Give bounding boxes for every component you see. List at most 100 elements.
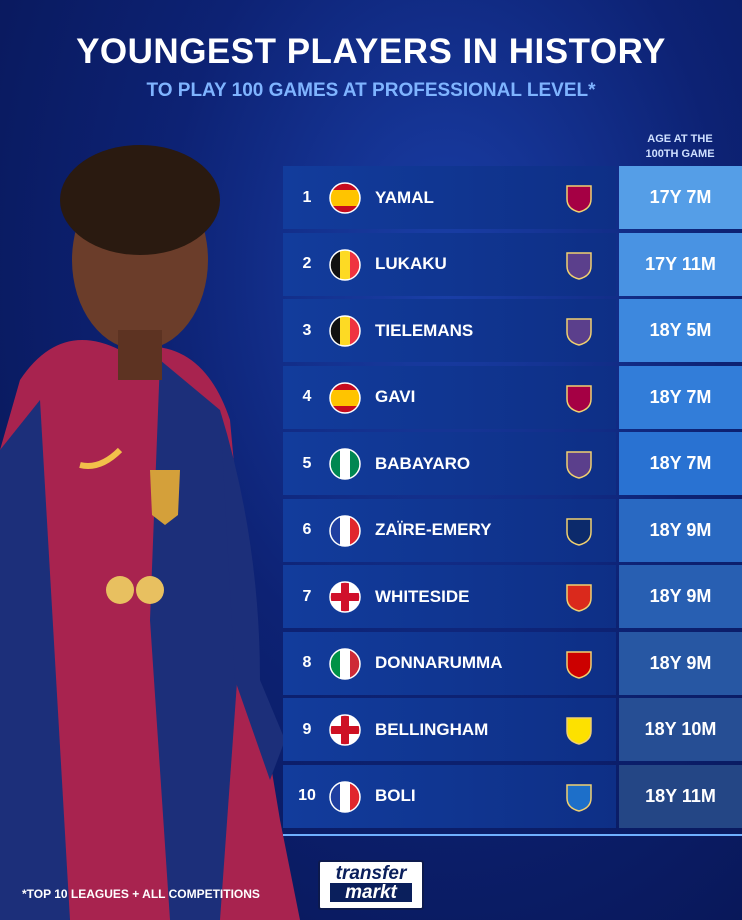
table-row: 7 WHITESIDE 18Y 9M: [283, 565, 742, 628]
rank: 2: [302, 255, 312, 272]
player-name: GAVI: [375, 387, 416, 406]
flag-ring: [329, 448, 361, 480]
table-row: 6 ZAÏRE-EMERY 18Y 9M: [283, 498, 742, 562]
row-panel: 7 WHITESIDE: [283, 565, 616, 628]
flag-stripe: [330, 190, 360, 206]
club-crest: [566, 451, 592, 479]
flag-stripe: [340, 249, 350, 280]
flag: [329, 714, 361, 746]
crest-shape: [566, 251, 592, 280]
player-name: YAMAL: [375, 187, 434, 207]
column-header: AGE AT THE 100TH GAME: [620, 132, 740, 162]
rank: 5: [302, 454, 312, 472]
rank: 3: [302, 321, 312, 339]
logo: transfer markt: [318, 860, 424, 910]
flag-ring: [329, 581, 361, 613]
age-cell: 18Y 11M: [619, 764, 742, 828]
flag-body: [330, 183, 360, 213]
table-row: 3 TIELEMANS 18Y 5M: [283, 299, 742, 362]
crest-shape: [566, 384, 592, 413]
flag-stripe: [330, 405, 360, 413]
flag-stripe: [330, 389, 360, 406]
row-panel: 4 GAVI: [283, 365, 616, 429]
age-cell: 17Y 7M: [619, 166, 742, 229]
flag: [329, 182, 361, 214]
flag-stripe: [330, 449, 340, 479]
row-panel: 1 YAMAL: [283, 166, 616, 229]
flag: [329, 248, 361, 281]
row-panel: 5 BABAYARO: [283, 432, 616, 495]
row-panel: 9 BELLINGHAM: [283, 698, 616, 761]
crest-shape: [566, 451, 592, 479]
age-cell: 18Y 9M: [619, 631, 742, 695]
player-name: BOLI: [375, 786, 416, 805]
flag-stripe: [350, 648, 360, 679]
club-crest: [566, 584, 592, 612]
rank: 4: [302, 388, 312, 405]
club-crest: [566, 783, 592, 812]
age-cell: 18Y 7M: [619, 365, 742, 429]
flag-stripe: [350, 249, 360, 280]
age-cell: 18Y 9M: [619, 565, 742, 628]
age-cell: 18Y 9M: [619, 498, 742, 562]
flag-ring: [329, 714, 361, 746]
crest-shape: [566, 783, 592, 812]
table-row: 9 BELLINGHAM 18Y 10M: [283, 698, 742, 761]
title: YOUNGEST PLAYERS IN HISTORY: [76, 32, 666, 71]
crest-shape: [566, 650, 592, 679]
table-row: 10 BOLI 18Y 11M: [283, 764, 742, 828]
rank: 1: [302, 188, 312, 206]
player-name: LUKAKU: [375, 254, 447, 273]
flag-body: [330, 648, 360, 679]
flag-stripe: [350, 781, 360, 812]
flag: [329, 315, 361, 347]
flag-body: [330, 781, 360, 812]
crest-shape: [566, 318, 592, 346]
flag-stripe: [330, 726, 360, 734]
row-panel: 6 ZAÏRE-EMERY: [283, 498, 616, 562]
player-name: WHITESIDE: [375, 586, 470, 606]
club-crest: [566, 185, 592, 213]
flag-stripe: [330, 183, 360, 190]
flag-stripe: [330, 316, 340, 346]
flag-stripe: [350, 515, 360, 546]
flag-ring: [329, 647, 361, 680]
flag-stripe: [340, 316, 350, 346]
crest-shape: [566, 717, 592, 745]
flag-ring: [329, 248, 361, 281]
rank: 10: [298, 787, 316, 804]
flag: [329, 448, 361, 480]
column-header-line: 100TH GAME: [645, 148, 715, 160]
flag-stripe: [340, 781, 350, 812]
crest-shape: [566, 185, 592, 213]
club-crest: [566, 384, 592, 413]
crest-shape: [566, 517, 592, 546]
crest-shape: [566, 584, 592, 612]
table-row: 5 BABAYARO 18Y 7M: [283, 432, 742, 495]
flag-ring: [329, 514, 361, 547]
flag: [329, 381, 361, 414]
flag-body: [330, 582, 360, 612]
row-panel: 8 DONNARUMMA: [283, 631, 616, 695]
flag-stripe: [330, 781, 340, 812]
flag-stripe: [330, 593, 360, 601]
club-crest: [566, 318, 592, 346]
club-crest: [566, 251, 592, 280]
subtitle: TO PLAY 100 GAMES AT PROFESSIONAL LEVEL*: [146, 80, 596, 101]
flag-stripe: [330, 382, 360, 390]
flag-ring: [329, 315, 361, 347]
flag-ring: [329, 381, 361, 414]
player-photo: [0, 145, 300, 920]
player-name: BABAYARO: [375, 453, 471, 473]
age-cell: 17Y 11M: [619, 232, 742, 296]
flag-stripe: [340, 515, 350, 546]
flag-stripe: [330, 249, 340, 280]
rank: 7: [302, 587, 312, 605]
flag-stripe: [350, 316, 360, 346]
rank: 8: [302, 654, 312, 671]
flag: [329, 780, 361, 813]
flag-body: [330, 515, 360, 546]
flag-stripe: [350, 449, 360, 479]
flag-body: [330, 382, 360, 413]
